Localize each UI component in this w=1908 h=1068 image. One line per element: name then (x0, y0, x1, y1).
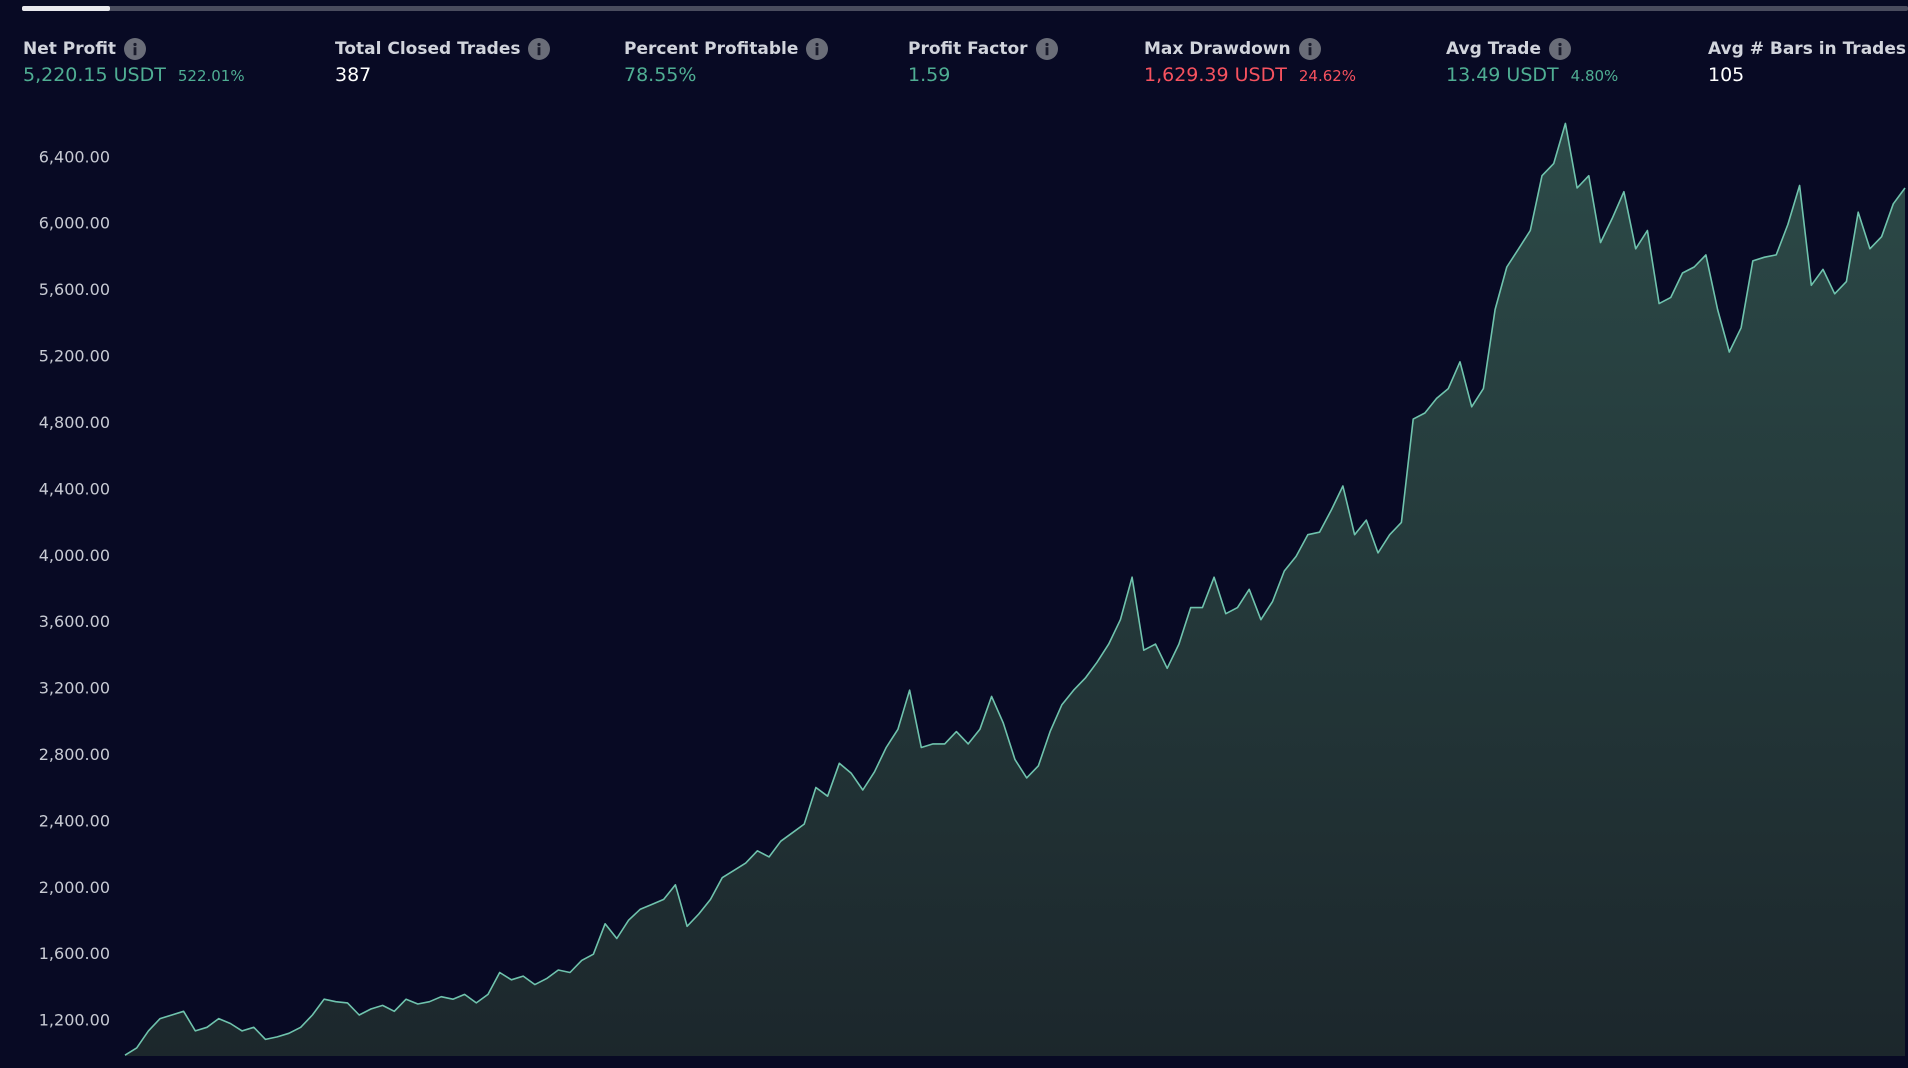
info-icon (1035, 38, 1058, 60)
stat-value: 5,220.15 USDT (23, 64, 166, 86)
stat-label: Net Profit (23, 39, 117, 59)
stat-label: Avg # Bars in Trades (1708, 39, 1906, 59)
scroll-thumb[interactable] (22, 6, 110, 11)
scroll-bar (22, 6, 1908, 11)
info-stem (133, 47, 137, 56)
stat-label-row: Profit Factor (908, 36, 1058, 62)
y-tick-label: 2,800.00 (39, 745, 110, 764)
stat-percent: 24.62% (1298, 67, 1357, 85)
y-tick-label: 6,400.00 (39, 147, 110, 166)
stat-label: Avg Trade (1446, 39, 1542, 59)
info-icon (1549, 38, 1572, 60)
stat-value: 1.59 (908, 64, 951, 86)
info-dot (815, 42, 819, 47)
stat-value-row: 13.49 USDT 4.80% (1446, 64, 1618, 86)
info-icon (1298, 38, 1321, 60)
stat-label: Percent Profitable (624, 39, 799, 59)
y-tick-label: 2,000.00 (39, 878, 110, 897)
y-tick-label: 4,000.00 (39, 546, 110, 565)
stat-value: 78.55% (624, 64, 697, 86)
info-icon (124, 38, 147, 60)
stat-label: Max Drawdown (1144, 39, 1291, 59)
info-icon (528, 38, 551, 60)
stat-percent: 522.01% (177, 67, 245, 85)
stat: Max Drawdown 1,629.39 USDT 24.62% (1144, 36, 1356, 86)
y-tick-label: 5,600.00 (39, 280, 110, 299)
stat-label: Total Closed Trades (335, 39, 521, 59)
stat: Profit Factor 1.59 (908, 36, 1058, 86)
info-stem (1308, 47, 1312, 56)
stat-value-row: 387 (335, 64, 550, 86)
equity-area (125, 123, 1905, 1056)
stat-label-row: Percent Profitable (624, 36, 829, 62)
info-dot (133, 42, 137, 47)
info-dot (1558, 42, 1562, 47)
y-tick-label: 2,400.00 (39, 811, 110, 830)
y-tick-label: 1,600.00 (39, 944, 110, 963)
y-tick-label: 3,200.00 (39, 679, 110, 698)
info-stem (1045, 47, 1048, 56)
stat-label: Profit Factor (908, 39, 1028, 59)
stat-value-row: 105 (1708, 64, 1908, 86)
y-tick-label: 4,800.00 (39, 413, 110, 432)
stat-label-row: Net Profit (23, 36, 245, 62)
stat-label-row: Avg # Bars in Trades (1708, 36, 1908, 62)
stat-value-row: 5,220.15 USDT 522.01% (23, 64, 245, 86)
stat-value-row: 78.55% (624, 64, 828, 86)
stat: Percent Profitable 78.55% (624, 36, 829, 86)
stat: Total Closed Trades 387 (335, 36, 551, 86)
stat-label-row: Avg Trade (1446, 36, 1618, 62)
info-stem (538, 47, 541, 56)
stat-value: 13.49 USDT (1446, 64, 1559, 86)
info-dot (1308, 42, 1312, 47)
info-stem (1558, 47, 1562, 56)
stat-percent: 4.80% (1570, 67, 1619, 85)
stat-label-row: Max Drawdown (1144, 36, 1356, 62)
stat: Net Profit 5,220.15 USDT 522.01% (23, 36, 245, 86)
info-icon (806, 38, 829, 60)
stat-value: 1,629.39 USDT (1144, 64, 1287, 86)
y-tick-label: 3,600.00 (39, 612, 110, 631)
stat-label-row: Total Closed Trades (335, 36, 551, 62)
stat-value-row: 1,629.39 USDT 24.62% (1144, 64, 1356, 86)
stat: Avg Trade 13.49 USDT 4.80% (1446, 36, 1618, 86)
y-tick-label: 6,000.00 (39, 214, 110, 233)
scroll-track (22, 6, 1908, 11)
stat-value-row: 1.59 (908, 64, 1058, 86)
y-tick-label: 4,400.00 (39, 479, 110, 498)
y-tick-label: 5,200.00 (39, 347, 110, 366)
stat-value: 105 (1708, 64, 1745, 86)
info-stem (815, 47, 819, 56)
equity-line (124, 122, 1906, 1056)
stat-value: 387 (335, 64, 372, 86)
info-dot (1044, 42, 1049, 47)
info-dot (537, 42, 542, 47)
y-tick-label: 1,200.00 (39, 1011, 110, 1030)
stat: Avg # Bars in Trades 105 (1708, 36, 1908, 86)
